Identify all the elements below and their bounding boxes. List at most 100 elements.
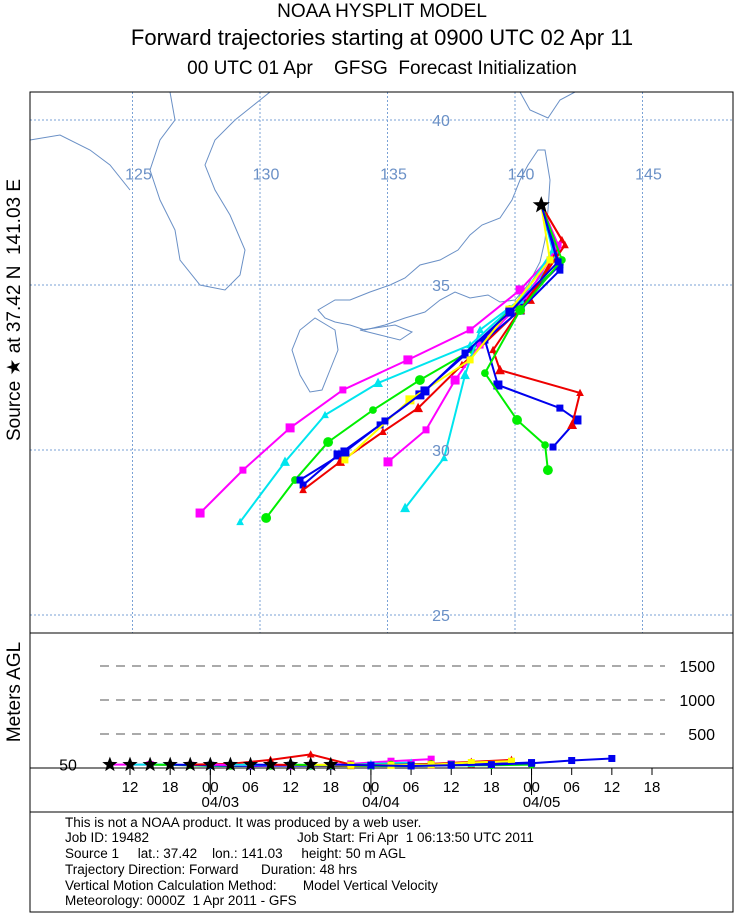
marker — [572, 415, 582, 425]
marker — [341, 456, 349, 464]
source-star — [283, 756, 299, 772]
height-tick-label: 1500 — [679, 659, 715, 676]
marker — [476, 325, 484, 334]
marker — [427, 755, 435, 763]
marker — [403, 355, 413, 365]
marker — [515, 285, 525, 295]
marker — [481, 369, 489, 377]
marker — [306, 750, 315, 758]
time-tick-label: 12 — [604, 779, 621, 796]
marker — [489, 345, 497, 354]
source-star — [162, 756, 178, 772]
subtitle: Forward trajectories starting at 0900 UT… — [131, 25, 633, 50]
source-star — [122, 756, 138, 772]
marker — [261, 513, 272, 523]
title: NOAA HYSPLIT MODEL — [277, 1, 487, 22]
source-star — [532, 196, 550, 213]
source-label: Source ★ at 37.42 N 141.03 E — [4, 179, 25, 441]
time-tick-label: 12 — [282, 779, 299, 796]
marker — [467, 759, 475, 767]
marker — [495, 364, 505, 375]
source-star — [142, 756, 158, 772]
marker — [383, 457, 393, 467]
footer-line: Job ID: 19482 — [65, 830, 149, 845]
time-tick-label: 06 — [563, 779, 580, 796]
marker — [554, 241, 562, 249]
marker — [420, 386, 430, 396]
lon-label: 140 — [508, 166, 535, 183]
marker — [280, 456, 290, 466]
source-star — [323, 756, 339, 772]
trajectory-line — [404, 204, 555, 509]
marker — [427, 761, 435, 769]
trajectory-line — [299, 204, 560, 481]
time-tick-label: 06 — [403, 779, 420, 796]
height-tick-label: 500 — [688, 727, 715, 744]
source-star — [182, 756, 198, 772]
marker — [335, 456, 346, 466]
marker — [333, 450, 343, 460]
marker — [369, 406, 377, 414]
marker — [367, 761, 375, 769]
source-star — [242, 756, 259, 772]
marker — [414, 375, 425, 385]
marker — [523, 290, 533, 300]
trajectories — [195, 204, 584, 526]
marker — [505, 307, 515, 317]
marker — [381, 417, 389, 425]
marker — [296, 476, 304, 484]
footer-line: Meteorology: 0000Z 1 Apr 2011 - GFS — [65, 893, 297, 908]
init-label: 00 UTC 01 Apr GFSG Forecast Initializati… — [187, 58, 577, 79]
marker — [515, 305, 526, 316]
source-star — [262, 756, 279, 772]
marker — [323, 437, 334, 448]
time-tick-label: 18 — [162, 779, 179, 796]
time-tick-label: 18 — [322, 779, 339, 796]
marker — [608, 754, 616, 762]
china-coast — [30, 134, 131, 191]
trajectory-line — [239, 204, 557, 523]
trajectory-line — [199, 204, 559, 514]
marker — [466, 356, 474, 364]
marker — [239, 466, 247, 474]
marker — [400, 502, 411, 513]
coastlines — [30, 92, 576, 393]
time-tick-label: 18 — [644, 779, 661, 796]
marker — [541, 441, 549, 449]
lat-label: 40 — [432, 113, 450, 130]
marker — [528, 759, 536, 767]
marker — [340, 447, 350, 457]
marker — [512, 415, 522, 425]
marker — [507, 757, 515, 765]
source-star — [222, 756, 238, 772]
lon-label: 125 — [125, 166, 152, 183]
marker — [339, 386, 347, 394]
marker — [568, 757, 576, 765]
date-label: 04/04 — [362, 794, 400, 811]
footer-line: This is not a NOAA product. It was produ… — [65, 815, 421, 830]
marker — [567, 419, 578, 429]
marker — [321, 410, 329, 419]
time-tick-label: 12 — [443, 779, 460, 796]
trajectory-line — [387, 204, 560, 463]
footer: This is not a NOAA product. It was produ… — [65, 815, 534, 908]
graticule — [30, 92, 733, 633]
marker — [236, 517, 244, 526]
source-star — [202, 756, 218, 772]
lon-label: 135 — [380, 166, 407, 183]
marker — [447, 761, 455, 769]
marker — [460, 369, 470, 380]
footer-line: Job Start: Fri Apr 1 06:13:50 UTC 2011 — [297, 830, 534, 845]
lon-label: 145 — [635, 166, 662, 183]
trajectory-line — [265, 204, 562, 519]
footer-line: Source 1 lat.: 37.42 lon.: 141.03 height… — [65, 846, 406, 861]
marker — [466, 326, 474, 334]
marker — [476, 341, 484, 349]
marker — [549, 443, 557, 451]
shikoku — [359, 324, 414, 341]
marker — [561, 240, 569, 249]
marker — [487, 761, 495, 769]
lat-label: 35 — [432, 278, 450, 295]
marker — [450, 375, 460, 385]
